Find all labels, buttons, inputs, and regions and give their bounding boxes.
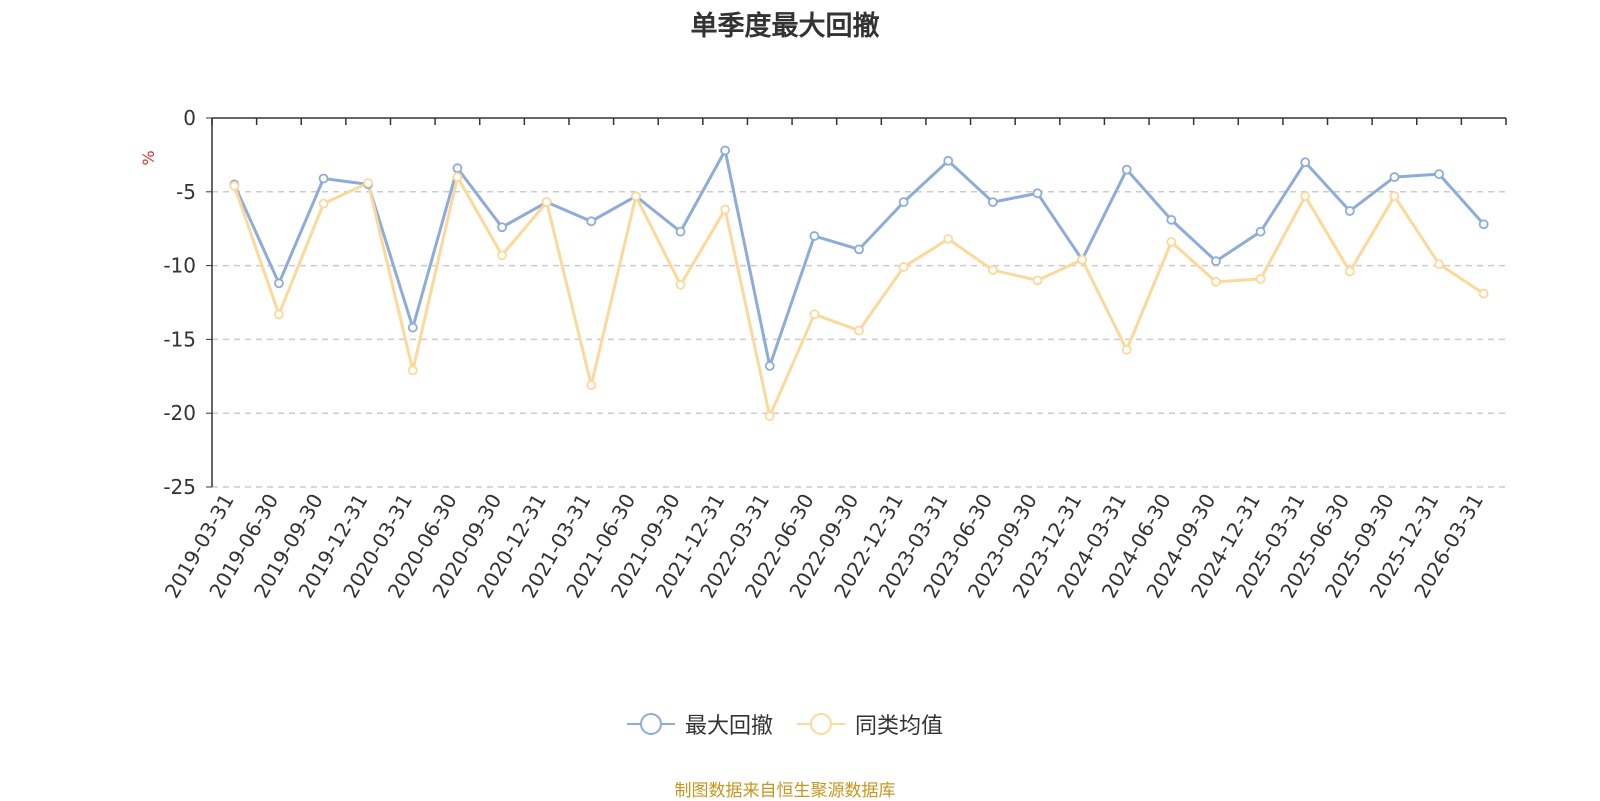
legend-item-max-drawdown[interactable]: 最大回撤 [626, 708, 773, 740]
data-point-category-average [898, 262, 909, 272]
data-point-max-drawdown [1478, 219, 1489, 230]
data-point-max-drawdown [809, 231, 820, 241]
data-point-max-drawdown [497, 222, 507, 233]
y-tick-label: -10 [163, 254, 196, 278]
data-point-category-average [675, 279, 686, 290]
chart-title: 单季度最大回撤 [690, 11, 880, 42]
data-point-category-average [987, 265, 998, 275]
data-point-max-drawdown [452, 163, 463, 174]
data-point-max-drawdown [1121, 164, 1132, 175]
data-point-category-average [274, 309, 284, 320]
y-tick-label: -20 [163, 401, 196, 425]
data-point-category-average [1032, 275, 1043, 286]
legend-label-max-drawdown: 最大回撤 [684, 714, 773, 739]
data-point-category-average [1478, 288, 1489, 299]
legend-label-category-average: 同类均值 [855, 714, 944, 739]
data-point-category-average [854, 325, 864, 336]
data-point-max-drawdown [898, 197, 909, 208]
data-point-category-average [1077, 254, 1088, 265]
data-point-max-drawdown [407, 322, 418, 333]
data-point-category-average [318, 198, 329, 209]
legend-swatch-max-drawdown [626, 712, 675, 736]
data-point-max-drawdown [586, 216, 597, 227]
data-point-max-drawdown [1255, 226, 1266, 237]
data-point-category-average [586, 380, 597, 391]
data-point-category-average [630, 191, 641, 202]
data-point-max-drawdown [675, 226, 686, 237]
legend: 最大回撤 同类均值 [0, 708, 1570, 740]
data-point-category-average [720, 204, 731, 215]
y-axis-unit-label: % [139, 150, 158, 165]
data-source-note: 制图数据来自恒生聚源数据库 [674, 781, 896, 801]
data-point-max-drawdown [1300, 157, 1311, 168]
data-point-max-drawdown [764, 361, 775, 371]
data-point-category-average [363, 178, 374, 188]
data-point-max-drawdown [1434, 169, 1444, 179]
data-point-category-average [1434, 259, 1444, 270]
line-chart: 0-5-10-15-20-25%2019-03-312019-06-302019… [139, 106, 1507, 602]
data-point-category-average [1300, 191, 1311, 202]
data-point-max-drawdown [1211, 256, 1221, 267]
data-point-max-drawdown [1344, 206, 1355, 216]
data-point-max-drawdown [943, 155, 954, 166]
data-point-category-average [497, 250, 507, 261]
data-point-category-average [407, 365, 418, 376]
data-point-max-drawdown [274, 278, 284, 289]
y-tick-label: 0 [183, 106, 196, 130]
y-tick-label: -25 [163, 475, 196, 499]
data-point-category-average [943, 234, 954, 244]
data-point-category-average [229, 180, 240, 191]
data-point-category-average [1255, 273, 1266, 284]
y-tick-label: -15 [163, 327, 196, 351]
data-point-max-drawdown [1166, 214, 1177, 225]
data-point-category-average [1389, 191, 1400, 202]
data-point-category-average [764, 411, 775, 422]
data-point-max-drawdown [318, 173, 329, 184]
data-point-category-average [809, 309, 820, 320]
data-point-max-drawdown [1032, 188, 1043, 199]
data-point-category-average [541, 197, 552, 208]
data-point-category-average [1121, 344, 1132, 355]
y-tick-label: -5 [176, 180, 196, 204]
data-point-max-drawdown [1389, 172, 1400, 182]
data-point-category-average [1166, 237, 1177, 247]
legend-item-category-average[interactable]: 同类均值 [797, 708, 943, 740]
data-point-max-drawdown [720, 145, 731, 156]
data-point-max-drawdown [854, 244, 864, 255]
data-point-category-average [452, 172, 463, 182]
data-point-max-drawdown [987, 197, 998, 208]
data-point-category-average [1344, 266, 1355, 277]
legend-swatch-category-average [797, 712, 845, 736]
data-point-category-average [1211, 276, 1221, 287]
